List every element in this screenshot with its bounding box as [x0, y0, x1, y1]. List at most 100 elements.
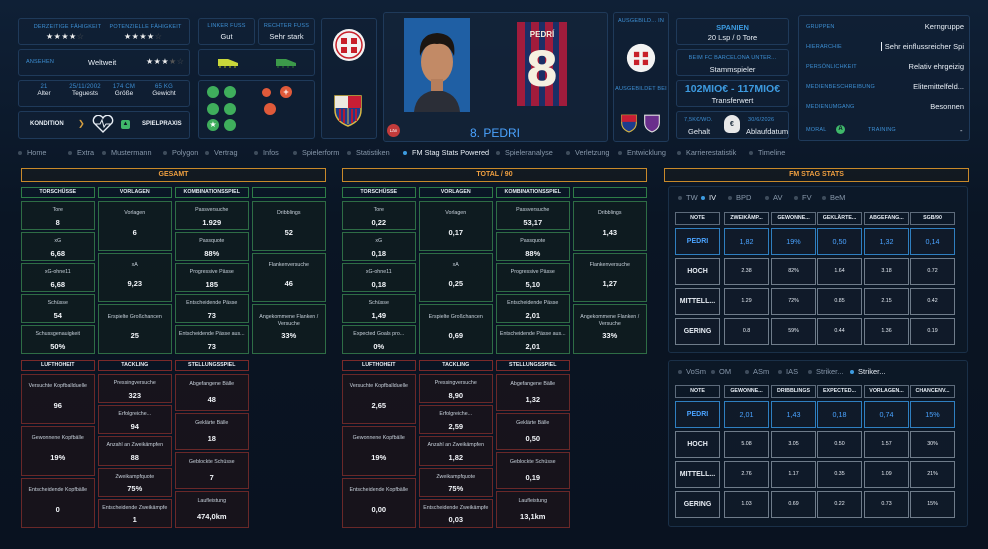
- position-tab-label: IAS: [786, 367, 799, 376]
- stat-label: Gewonnene Kopfbälle: [31, 435, 84, 442]
- position-tab[interactable]: Striker...: [808, 367, 844, 376]
- stat-cell: Entscheidende Kopfbälle 0: [21, 478, 95, 528]
- stat-label: Versuchte Kopfballduelle: [349, 383, 408, 390]
- rfef-logo-icon: [333, 29, 365, 61]
- stat-cell: xG-ohne11 6,68: [21, 263, 95, 292]
- stat-cell: Schüsse 1,49: [342, 294, 416, 323]
- stat-cell: Entscheidende Zweikämpfe 0,03: [419, 498, 493, 528]
- section-header-shots: TORSCHÜSSE: [21, 187, 95, 198]
- tab-bullet-icon: [822, 196, 826, 201]
- main-tab[interactable]: Spielerform: [293, 148, 339, 157]
- stag-row-label: GERING: [675, 318, 720, 345]
- panel-title: TOTAL / 90: [342, 168, 647, 182]
- stat-value: 33%: [602, 331, 618, 341]
- stat-value: 54: [53, 310, 62, 320]
- section-header-combo: KOMBINATIONSSPIEL: [496, 187, 570, 198]
- tab-bullet-icon: [205, 151, 209, 156]
- stag-value-cell: 2.38: [724, 258, 769, 285]
- position-tab[interactable]: OM: [711, 367, 731, 376]
- personal-row-label: HIERARCHIE: [806, 44, 842, 50]
- tab-bullet-icon: [496, 151, 500, 156]
- stat-cell: Versuchte Kopfballduelle 96: [21, 374, 95, 424]
- main-tab[interactable]: Home: [18, 148, 46, 157]
- match-practice-label: SPIELPRAXIS: [142, 121, 182, 127]
- trait-icon-4: [224, 103, 236, 115]
- transfer-value-label: Transferwert: [711, 96, 754, 105]
- position-tab[interactable]: FV: [794, 193, 812, 202]
- stat-label: Progressive Pässe: [510, 268, 555, 275]
- position-tab[interactable]: VoSm: [678, 367, 706, 376]
- stag-value-cell: 2.15: [864, 288, 909, 315]
- stat-cell: Progressive Pässe 5,10: [496, 263, 570, 292]
- stag-value-cell: 30%: [910, 431, 955, 458]
- main-tab[interactable]: Extra: [68, 148, 94, 157]
- main-tab[interactable]: Timeline: [749, 148, 785, 157]
- stat-label: Erspielte Großchancen: [428, 313, 483, 320]
- club-role: Stammspieler: [709, 65, 756, 74]
- section-header-tackling: TACKLING: [419, 360, 493, 371]
- condition-label: KONDITION: [30, 121, 64, 127]
- main-tab[interactable]: Polygon: [163, 148, 198, 157]
- tab-bullet-icon: [293, 151, 297, 156]
- stag-value-cell: 0,74: [864, 401, 909, 428]
- stat-label: Entscheidende Pässe: [186, 299, 238, 306]
- position-tab-label: OM: [719, 367, 732, 376]
- stat-label: Flankenversuche: [268, 261, 309, 268]
- section-header-shots: TORSCHÜSSE: [342, 187, 416, 198]
- stat-label: Angekommene Flanken / Versuche: [259, 313, 319, 327]
- main-tab[interactable]: Infos: [254, 148, 279, 157]
- stat-cell: xA 0,25: [419, 252, 493, 303]
- stat-value: 1,49: [371, 310, 387, 320]
- main-tab[interactable]: Entwicklung: [618, 148, 666, 157]
- main-tab[interactable]: Verletzung: [566, 148, 609, 157]
- stat-value: 1,32: [525, 394, 541, 404]
- section-header-spacer: [573, 187, 647, 198]
- tab-bullet-icon: [778, 370, 782, 375]
- main-tab[interactable]: Spieleranalyse: [496, 148, 553, 157]
- stat-label: Anzahl an Zweikämpfen: [106, 442, 164, 449]
- stat-label: Dribblings: [597, 210, 622, 217]
- stat-value: 7: [209, 472, 214, 482]
- stat-label: Entscheidende Kopfbälle: [28, 487, 88, 494]
- position-tab[interactable]: AV: [765, 193, 782, 202]
- position-tab[interactable]: TW: [678, 193, 698, 202]
- main-tab[interactable]: Karrierestatistik: [677, 148, 736, 157]
- stat-label: Geklärte Bälle: [195, 420, 229, 427]
- section-header-positional: STELLUNGSSPIEL: [496, 360, 570, 371]
- personal-row-value: Besonnen: [930, 102, 964, 111]
- stat-label: Pressingversuche: [434, 379, 477, 386]
- main-tab[interactable]: Mustermann: [102, 148, 152, 157]
- stag-value-cell: 1.64: [817, 258, 862, 285]
- stat-value: 474,0km: [196, 511, 227, 521]
- position-tab-label: Striker...: [816, 367, 844, 376]
- tab-bullet-icon: [745, 370, 749, 375]
- section-header-positional: STELLUNGSSPIEL: [175, 360, 249, 371]
- personal-row-label: MEDIENUMGANG: [806, 104, 855, 110]
- stat-cell: Vorlagen 0,17: [419, 201, 493, 251]
- stag-value-cell: 82%: [771, 258, 816, 285]
- stat-value: 2,65: [371, 401, 387, 410]
- stag-value-cell: 0,18: [817, 401, 862, 428]
- trait-negative-icon-1: [262, 88, 271, 97]
- position-tab[interactable]: BeM: [822, 193, 845, 202]
- position-tab[interactable]: ASm: [745, 367, 769, 376]
- morale-label: MORAL: [806, 127, 827, 133]
- position-tab[interactable]: BPD: [728, 193, 751, 202]
- trait-star-icon: ★: [207, 119, 219, 131]
- position-tab[interactable]: IV: [701, 193, 716, 202]
- main-tab[interactable]: Vertrag: [205, 148, 238, 157]
- position-tab[interactable]: Striker...: [850, 367, 886, 376]
- player-shirt: [517, 22, 567, 106]
- stat-value: 0,22: [371, 217, 387, 227]
- right-foot-label: Rechter Fuß: [263, 23, 310, 29]
- stat-value: 2,59: [448, 421, 464, 431]
- stat-cell: Tore 0,22: [342, 201, 416, 230]
- main-tab[interactable]: Statistiken: [347, 148, 390, 157]
- stag-value-cell: 0.85: [817, 288, 862, 315]
- tab-bullet-icon: [102, 151, 106, 156]
- tab-bullet-icon: [18, 151, 22, 156]
- position-tab-label: FV: [802, 193, 812, 202]
- stag-value-cell: 1.17: [771, 461, 816, 488]
- main-tab[interactable]: FM Stag Stats Powered: [403, 148, 489, 157]
- position-tab[interactable]: IAS: [778, 367, 798, 376]
